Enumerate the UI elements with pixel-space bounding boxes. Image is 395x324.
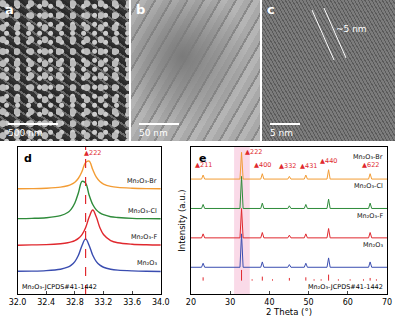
svg-text:40: 40 bbox=[264, 298, 274, 307]
svg-text:2 Theta (°): 2 Theta (°) bbox=[266, 307, 312, 317]
html-text:a: a bbox=[5, 2, 14, 17]
svg-text:▲222: ▲222 bbox=[245, 148, 262, 156]
svg-text:Mn₂O₃-Br: Mn₂O₃-Br bbox=[127, 177, 157, 185]
svg-text:Mn₂O₃-F: Mn₂O₃-F bbox=[131, 233, 157, 241]
svg-text:▲622: ▲622 bbox=[362, 161, 379, 169]
html-text:5 nm: 5 nm bbox=[270, 128, 294, 138]
svg-text:▲431: ▲431 bbox=[300, 162, 317, 170]
svg-text:▲222: ▲222 bbox=[84, 149, 101, 157]
svg-text:e: e bbox=[199, 152, 206, 165]
svg-text:Mn₂O₃-JCPDS#41-1442: Mn₂O₃-JCPDS#41-1442 bbox=[22, 283, 97, 291]
svg-text:▲211: ▲211 bbox=[195, 161, 212, 169]
svg-text:▲440: ▲440 bbox=[320, 157, 337, 165]
svg-text:Mn₂O₃-JCPDS#41-1442: Mn₂O₃-JCPDS#41-1442 bbox=[308, 283, 383, 291]
svg-text:60: 60 bbox=[343, 298, 353, 307]
svg-text:32.0: 32.0 bbox=[9, 298, 27, 307]
html-text:50 nm: 50 nm bbox=[139, 128, 168, 138]
svg-text:Mn₂O₃-Br: Mn₂O₃-Br bbox=[353, 153, 383, 161]
svg-text:Mn₂O₃: Mn₂O₃ bbox=[363, 241, 383, 249]
svg-text:▲332: ▲332 bbox=[279, 162, 296, 170]
html-text:b: b bbox=[136, 2, 146, 17]
html-text:c: c bbox=[267, 2, 275, 17]
svg-text:70: 70 bbox=[382, 298, 392, 307]
html-text:500 nm: 500 nm bbox=[8, 128, 43, 138]
svg-text:Mn₂O₃-Cl: Mn₂O₃-Cl bbox=[354, 182, 383, 190]
svg-text:34.0: 34.0 bbox=[152, 298, 170, 307]
svg-text:Mn₂O₃-Cl: Mn₂O₃-Cl bbox=[128, 207, 157, 215]
html-text:~5 nm: ~5 nm bbox=[336, 24, 367, 34]
svg-text:20: 20 bbox=[186, 298, 196, 307]
svg-text:▲400: ▲400 bbox=[254, 161, 271, 169]
svg-text:d: d bbox=[24, 152, 32, 165]
svg-text:33.2: 33.2 bbox=[95, 298, 113, 307]
svg-text:Mn₂O₃-F: Mn₂O₃-F bbox=[357, 212, 383, 220]
svg-text:Mn₂O₃: Mn₂O₃ bbox=[137, 259, 157, 267]
svg-text:32.8: 32.8 bbox=[66, 298, 84, 307]
svg-text:33.6: 33.6 bbox=[123, 298, 141, 307]
svg-text:30: 30 bbox=[225, 298, 235, 307]
svg-text:32.4: 32.4 bbox=[37, 298, 55, 307]
svg-text:50: 50 bbox=[303, 298, 313, 307]
svg-text:Intensity (a.u.): Intensity (a.u.) bbox=[177, 189, 187, 251]
